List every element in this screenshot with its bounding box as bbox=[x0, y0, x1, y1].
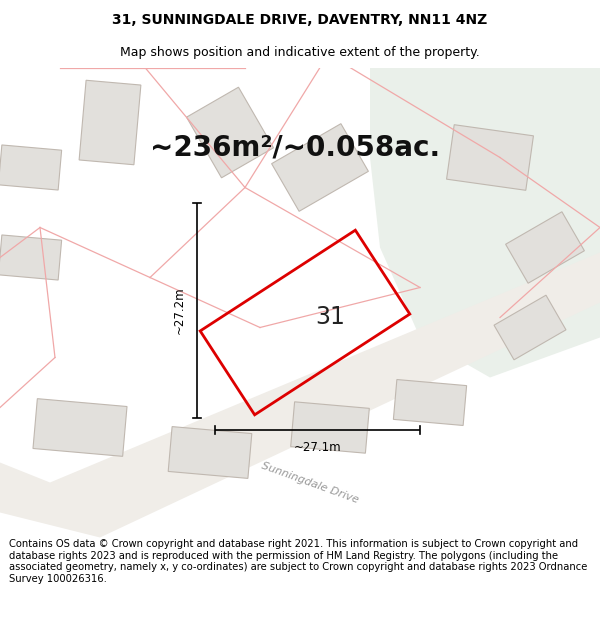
Polygon shape bbox=[506, 212, 584, 283]
Polygon shape bbox=[79, 80, 141, 165]
Polygon shape bbox=[394, 379, 467, 426]
Text: Map shows position and indicative extent of the property.: Map shows position and indicative extent… bbox=[120, 46, 480, 59]
Text: Sunningdale Drive: Sunningdale Drive bbox=[260, 460, 360, 505]
Polygon shape bbox=[370, 68, 600, 378]
Polygon shape bbox=[272, 124, 368, 211]
Polygon shape bbox=[0, 235, 62, 280]
Polygon shape bbox=[494, 295, 566, 360]
Polygon shape bbox=[0, 253, 600, 538]
Polygon shape bbox=[33, 399, 127, 456]
Polygon shape bbox=[446, 125, 533, 190]
Text: 31, SUNNINGDALE DRIVE, DAVENTRY, NN11 4NZ: 31, SUNNINGDALE DRIVE, DAVENTRY, NN11 4N… bbox=[112, 14, 488, 28]
Text: Contains OS data © Crown copyright and database right 2021. This information is : Contains OS data © Crown copyright and d… bbox=[9, 539, 587, 584]
Text: ~27.1m: ~27.1m bbox=[293, 441, 341, 454]
Text: 31: 31 bbox=[315, 306, 345, 329]
Polygon shape bbox=[187, 88, 274, 178]
Polygon shape bbox=[168, 427, 252, 478]
Text: ~236m²/~0.058ac.: ~236m²/~0.058ac. bbox=[150, 134, 440, 161]
Text: ~27.2m: ~27.2m bbox=[173, 286, 185, 334]
Polygon shape bbox=[0, 145, 62, 190]
Polygon shape bbox=[290, 402, 370, 453]
